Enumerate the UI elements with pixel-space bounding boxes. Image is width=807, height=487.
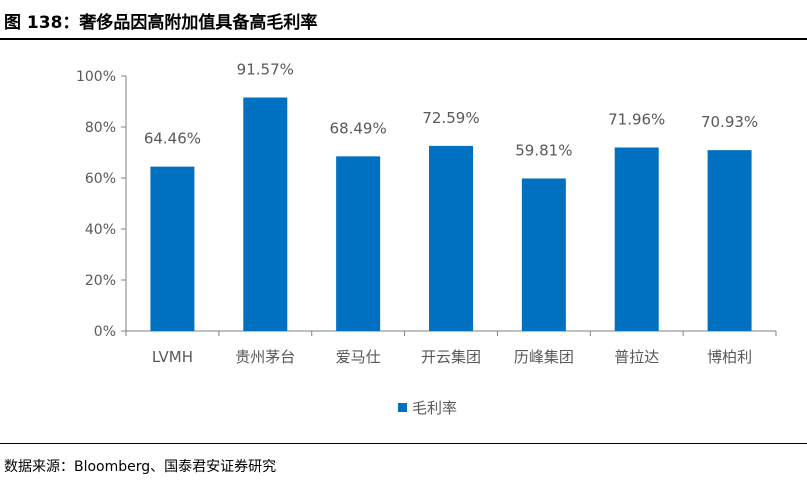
data-label: 70.93% [701,113,758,131]
legend-swatch [398,403,407,412]
data-label: 68.49% [330,119,387,137]
bar-chart: 0% 20% 40% 60% 80% 100% 64.46% LVMH 91.57% 贵州茅台 68… [76,60,777,417]
data-label: 71.96% [608,111,665,129]
data-label: 64.46% [144,130,201,148]
x-tick-label: 贵州茅台 [235,348,295,366]
data-label: 59.81% [515,141,572,159]
y-tick-label: 100% [76,69,116,85]
bar [707,150,752,331]
bar [521,178,566,331]
title-rule [0,38,807,40]
x-tick-label: 开云集团 [421,348,481,366]
bar [150,166,195,331]
source-rule [0,443,807,444]
y-tick-label: 60% [85,171,116,187]
y-tick-label: 80% [85,120,116,136]
x-tick-label: 历峰集团 [514,348,574,366]
figure-title: 图 138：奢侈品因高附加值具备高毛利率 [4,13,318,33]
data-label: 91.57% [237,60,294,78]
y-tick-label: 20% [85,273,116,289]
source-note: 数据来源：Bloomberg、国泰君安证券研究 [4,459,277,475]
y-tick-label: 40% [85,222,116,238]
bar [429,145,473,331]
data-label: 72.59% [422,109,479,127]
x-tick-label: 普拉达 [614,348,659,366]
x-tick-label: LVMH [152,348,193,366]
legend-label: 毛利率 [412,399,457,417]
y-tick-label: 0% [94,324,116,340]
bar [614,147,659,331]
x-tick-label: 博柏利 [707,348,752,366]
x-tick-label: 爱马仕 [336,348,381,366]
bar [243,97,288,332]
bar [336,156,381,331]
